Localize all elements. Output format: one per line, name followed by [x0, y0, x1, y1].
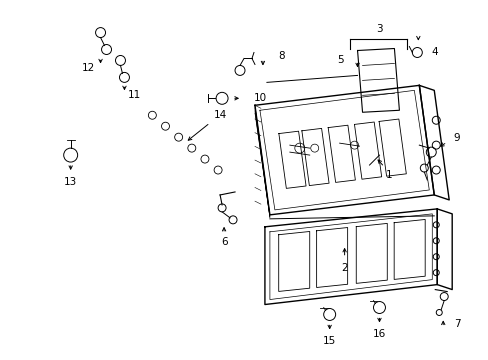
Text: 1: 1 [386, 170, 392, 180]
Text: 16: 16 [372, 329, 386, 339]
Text: 5: 5 [337, 55, 343, 66]
Text: 9: 9 [453, 133, 460, 143]
Text: 6: 6 [220, 237, 227, 247]
Text: 4: 4 [430, 48, 437, 58]
Text: 7: 7 [453, 319, 460, 329]
Text: 8: 8 [278, 51, 285, 62]
Text: 11: 11 [127, 90, 141, 100]
Text: 12: 12 [82, 63, 95, 73]
Text: 10: 10 [253, 93, 266, 103]
Text: 14: 14 [213, 110, 226, 120]
Text: 3: 3 [375, 24, 382, 33]
Text: 13: 13 [64, 177, 77, 187]
Text: 15: 15 [323, 336, 336, 346]
Text: 2: 2 [341, 263, 347, 273]
